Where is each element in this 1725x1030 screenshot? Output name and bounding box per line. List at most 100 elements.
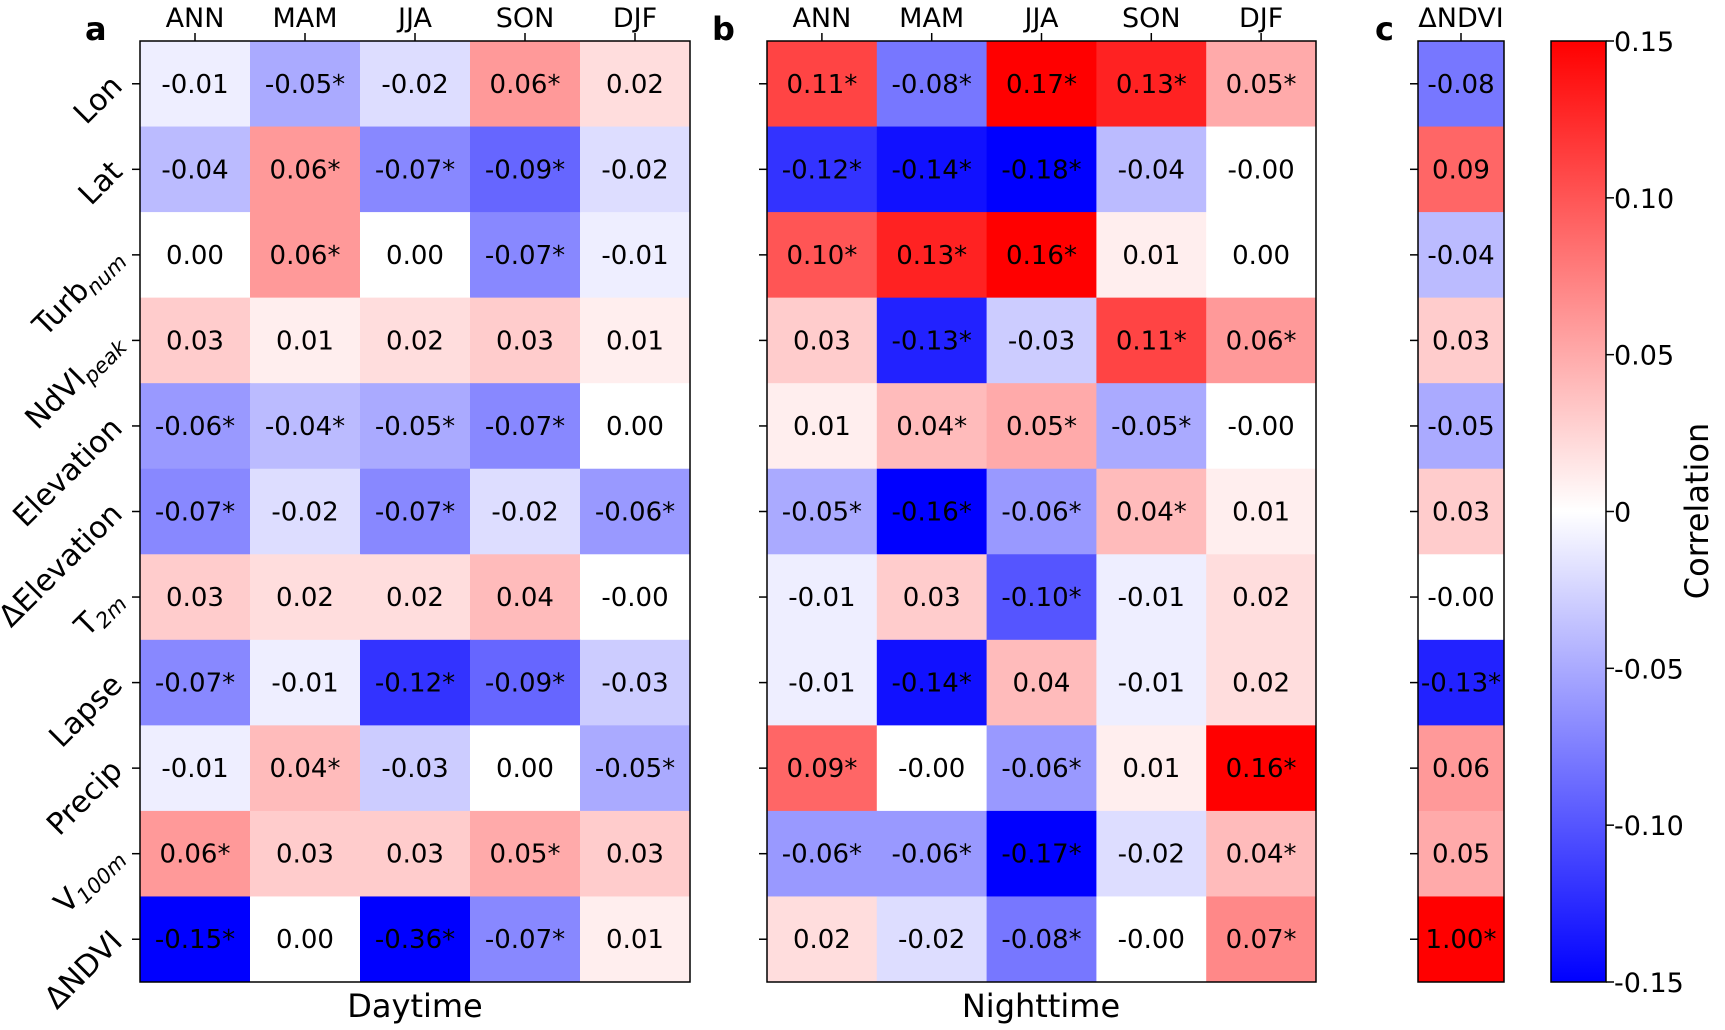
colorbar xyxy=(1550,40,1607,983)
cell-value-label: -0.06* xyxy=(155,412,235,442)
cell-value-label: -0.06* xyxy=(595,498,675,528)
row-label: Precip xyxy=(40,753,130,843)
heatmap-cell xyxy=(360,810,471,897)
heatmap-cell xyxy=(1096,41,1207,128)
row-label-main: Precip xyxy=(40,753,130,843)
cell-value-label: -0.14* xyxy=(892,669,972,699)
heatmap-cell xyxy=(986,126,1097,213)
row-label: Lat xyxy=(72,154,130,212)
cell-value-label: -0.06* xyxy=(892,840,972,870)
cell-value-label: 0.03 xyxy=(166,326,224,356)
cell-value-label: -0.36* xyxy=(375,925,455,955)
heatmap-cell xyxy=(876,896,988,983)
cell-value-label: -0.08 xyxy=(1427,70,1494,100)
heatmap-cell xyxy=(1096,725,1207,812)
heatmap-cell xyxy=(1206,810,1317,897)
heatmap-cell xyxy=(1206,896,1317,983)
heatmap-cell xyxy=(360,896,471,983)
heatmap-cell xyxy=(360,383,471,470)
heatmap-cell xyxy=(1096,639,1207,726)
heatmap-cell xyxy=(580,212,691,299)
heatmap-cell xyxy=(360,212,471,299)
panel-label-a: a xyxy=(85,10,107,48)
colorbar-tick-label: 0.15 xyxy=(1614,27,1674,58)
cell-value-label: -0.02 xyxy=(491,498,558,528)
cell-value-label: 0.09* xyxy=(786,754,857,784)
heatmap-cell xyxy=(986,383,1097,470)
colorbar-label: Correlation xyxy=(1678,423,1716,599)
heatmap-cell xyxy=(580,126,691,213)
cell-value-label: -0.03 xyxy=(601,669,668,699)
cell-value-label: 0.01 xyxy=(1122,241,1180,271)
cell-value-label: 0.16* xyxy=(1006,241,1077,271)
cell-value-label: -0.18* xyxy=(1001,155,1081,185)
cell-value-label: -0.00 xyxy=(1227,155,1294,185)
heatmap-cell xyxy=(140,41,251,128)
heatmap-cell xyxy=(470,297,581,384)
heatmap-cell xyxy=(470,725,581,812)
cell-value-label: -0.00 xyxy=(601,583,668,613)
heatmap-cell xyxy=(1418,468,1505,555)
heatmap-cell xyxy=(876,810,988,897)
heatmap-cell xyxy=(360,725,471,812)
cell-value-label: -0.10* xyxy=(1001,583,1081,613)
heatmap-cell xyxy=(876,41,988,128)
heatmap-cell xyxy=(1418,639,1505,726)
xlabel-nighttime: Nighttime xyxy=(962,987,1120,1025)
heatmap-cell xyxy=(767,468,878,555)
row-label-main: ΔNDVI xyxy=(38,924,130,1016)
cell-value-label: 0.00 xyxy=(386,241,444,271)
cell-value-label: -0.07* xyxy=(485,412,565,442)
column-tick-label: SON xyxy=(496,3,555,34)
heatmap-cell xyxy=(1096,468,1207,555)
heatmap-cell xyxy=(767,554,878,641)
cell-value-label: 0.02 xyxy=(386,326,444,356)
column-tick-label: ΔNDVI xyxy=(1418,3,1503,34)
column-tick-label: ANN xyxy=(166,3,225,34)
heatmap-cell xyxy=(1206,41,1317,128)
heatmap-cell xyxy=(1096,297,1207,384)
heatmap-cell xyxy=(250,468,361,555)
cell-value-label: 0.04* xyxy=(1116,498,1187,528)
heatmap-cell xyxy=(140,126,251,213)
cell-value-label: -0.00 xyxy=(1427,583,1494,613)
heatmap-cell xyxy=(986,297,1097,384)
cell-value-label: 0.01 xyxy=(1232,498,1290,528)
heatmap-cell xyxy=(250,126,361,213)
cell-value-label: -0.04* xyxy=(265,412,345,442)
row-label: ΔNDVI xyxy=(38,924,130,1016)
cell-value-label: 0.02 xyxy=(606,70,664,100)
heatmap-cell xyxy=(580,896,691,983)
heatmap-cell xyxy=(1206,212,1317,299)
heatmap-cell xyxy=(767,212,878,299)
heatmap-cell xyxy=(140,383,251,470)
cell-value-label: -0.00 xyxy=(898,754,965,784)
heatmap-panel-a: -0.01 -0.05* -0.02 0.06* 0.02 -0.04 0.06* -0.07… xyxy=(132,3,691,983)
heatmap-cell xyxy=(986,810,1097,897)
heatmap-cell xyxy=(360,468,471,555)
heatmap-cell xyxy=(1206,297,1317,384)
heatmap-cell xyxy=(140,725,251,812)
heatmap-cell xyxy=(580,725,691,812)
cell-value-label: 0.03 xyxy=(1432,326,1490,356)
heatmap-cell xyxy=(1418,41,1505,128)
cell-value-label: 0.05* xyxy=(1006,412,1077,442)
heatmap-cell xyxy=(1096,383,1207,470)
heatmap-cell xyxy=(1418,725,1505,812)
cell-value-label: -0.00 xyxy=(1118,925,1185,955)
cell-value-label: 0.05* xyxy=(490,840,561,870)
heatmap-cell xyxy=(767,896,878,983)
cell-value-label: 0.02 xyxy=(1232,583,1290,613)
cell-value-label: -0.02 xyxy=(1118,840,1185,870)
heatmap-cell xyxy=(876,554,988,641)
cell-value-label: -0.02 xyxy=(381,70,448,100)
cell-value-label: -0.04 xyxy=(1118,155,1185,185)
heatmap-cell xyxy=(876,725,988,812)
heatmap-cell xyxy=(580,810,691,897)
heatmap-cell xyxy=(767,41,878,128)
cell-value-label: -0.13* xyxy=(892,326,972,356)
cell-value-label: -0.01 xyxy=(788,583,855,613)
cell-value-label: 0.06* xyxy=(270,241,341,271)
heatmap-cell xyxy=(580,41,691,128)
